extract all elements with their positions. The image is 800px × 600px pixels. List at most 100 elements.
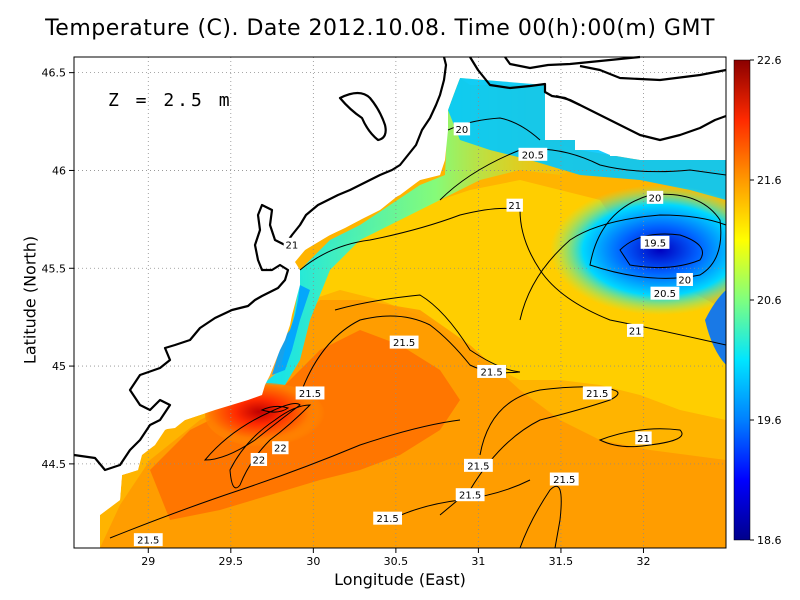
- contour-labels: 2020.5212019.5212020.52121.521.521.521.5…: [133, 122, 693, 547]
- x-axis-label: Longitude (East): [334, 570, 466, 589]
- contour-label-text-10: 21.5: [480, 367, 502, 378]
- colorbar: [733, 59, 751, 541]
- contour-label-18: 21.5: [455, 488, 485, 502]
- contour-label-text-1: 20.5: [522, 150, 544, 161]
- contour-label-8: 21: [627, 323, 644, 337]
- contour-label-bg-3: [646, 190, 664, 204]
- y-tick-label-2: 45.5: [42, 262, 67, 275]
- contour-label-bg-10: [477, 364, 507, 378]
- contour-21-north: [299, 207, 727, 346]
- eastern-blue-strip: [705, 290, 726, 365]
- contour-label-bg-0: [453, 122, 471, 136]
- contour-label-17: 21.5: [549, 472, 579, 486]
- land-mask-ne: [545, 57, 726, 140]
- contour-label-bg-1: [518, 147, 548, 161]
- contour-label-13: 21: [635, 431, 652, 445]
- contour-label-text-7: 20.5: [654, 289, 676, 300]
- contour-label-7: 20.5: [650, 286, 680, 300]
- coastline-island: [338, 91, 387, 142]
- contour-label-9: 21.5: [389, 335, 419, 349]
- contour-label-text-4: 19.5: [644, 238, 666, 249]
- contour-label-5: 21: [283, 237, 301, 251]
- contour-label-bg-11: [582, 386, 612, 400]
- colorbar-tick-label-2: 20.6: [757, 294, 782, 307]
- contour-22-core: [203, 403, 301, 461]
- x-tick-label-3: 30.5: [384, 555, 409, 568]
- y-tick-label-4: 46.5: [42, 67, 67, 80]
- contour-label-bg-7: [650, 286, 680, 300]
- coastline-west: [73, 56, 448, 472]
- shelf-blue-strip: [272, 285, 310, 375]
- y-tick-label-1: 45: [52, 360, 66, 373]
- contour-label-bg-20: [133, 533, 163, 547]
- contour-21.5-east: [439, 386, 619, 516]
- contour-label-16: 21.5: [464, 458, 493, 472]
- contour-label-text-0: 20: [456, 125, 469, 136]
- contour-label-text-19: 21.5: [376, 514, 398, 525]
- x-ticks: 29 29.5 30 30.5 31 31.5 32: [141, 548, 650, 568]
- x-tick-label-5: 31.5: [549, 555, 574, 568]
- contour-21.5-south: [519, 485, 562, 549]
- grid: [74, 57, 726, 548]
- contour-label-bg-19: [373, 511, 403, 525]
- y-ticks: 44.5 45 45.5 46 46.5: [42, 67, 74, 471]
- contour-label-text-8: 21: [629, 326, 642, 337]
- coastline: [73, 55, 727, 472]
- contour-label-10: 21.5: [477, 364, 507, 378]
- contour-label-bg-12: [295, 386, 325, 400]
- land-mask-ne-step2: [610, 148, 726, 156]
- x-tick-label-1: 29.5: [219, 555, 244, 568]
- contour-label-text-17: 21.5: [553, 475, 575, 486]
- coastline-inlet: [504, 55, 641, 70]
- contour-label-text-3: 20: [649, 193, 662, 204]
- x-tick-label-2: 30: [306, 555, 320, 568]
- contour-label-bg-17: [549, 472, 579, 486]
- northern-blue-water: [448, 78, 726, 200]
- coastline-bay: [555, 94, 581, 106]
- y-tick-label-0: 44.5: [42, 458, 67, 471]
- contour-22-warm: [229, 404, 312, 489]
- contour-label-text-6: 20: [678, 276, 691, 287]
- depth-label: Z = 2.5 m: [108, 90, 233, 111]
- contour-label-bg-9: [389, 335, 419, 349]
- contour-label-bg-14: [272, 441, 289, 455]
- x-tick-label-0: 29: [141, 555, 155, 568]
- contour-label-6: 20: [676, 273, 693, 287]
- contour-20-eddy: [589, 193, 722, 279]
- contour-label-19: 21.5: [373, 511, 403, 525]
- contour-label-bg-2: [506, 198, 523, 212]
- y-tick-label-3: 46: [52, 164, 66, 177]
- contour-label-text-16: 21.5: [467, 461, 489, 472]
- contour-label-0: 20: [453, 122, 471, 136]
- coastline-east-notch: [579, 64, 727, 82]
- contour-label-2: 21: [506, 198, 523, 212]
- contour-label-bg-4: [640, 235, 670, 249]
- contour-label-14: 22: [272, 441, 289, 455]
- contour-label-bg-15: [250, 452, 268, 466]
- contour-label-bg-18: [455, 488, 485, 502]
- contour-label-bg-8: [627, 323, 644, 337]
- x-tick-label-6: 32: [636, 555, 650, 568]
- contour-label-bg-5: [283, 237, 301, 251]
- contour-label-text-20: 21.5: [137, 536, 159, 547]
- contour-21.5-shelf: [334, 294, 521, 373]
- contour-label-text-5: 21: [286, 240, 299, 251]
- chart-title: Temperature (C). Date 2012.10.08. Time 0…: [45, 16, 715, 41]
- contour-label-12: 21.5: [295, 386, 325, 400]
- contour-label-text-12: 21.5: [299, 389, 321, 400]
- contour-22.5-core: [260, 405, 290, 413]
- contour-label-text-18: 21.5: [459, 491, 481, 502]
- contour-label-text-15: 22: [253, 455, 266, 466]
- colorbar-tick-label-3: 19.6: [757, 414, 782, 427]
- contour-label-20: 21.5: [133, 533, 163, 547]
- contour-label-text-2: 21: [508, 201, 521, 212]
- colorbar-tick-label-4: 18.6: [757, 534, 782, 547]
- contour-21-east: [598, 428, 683, 448]
- plot-frame: [73, 56, 727, 549]
- x-tick-label-4: 31: [471, 555, 485, 568]
- contour-label-bg-16: [464, 458, 493, 472]
- contour-label-15: 22: [250, 452, 268, 466]
- land-mask-ne-step: [575, 138, 726, 150]
- colorbar-tick-label-0: 22.6: [757, 54, 782, 67]
